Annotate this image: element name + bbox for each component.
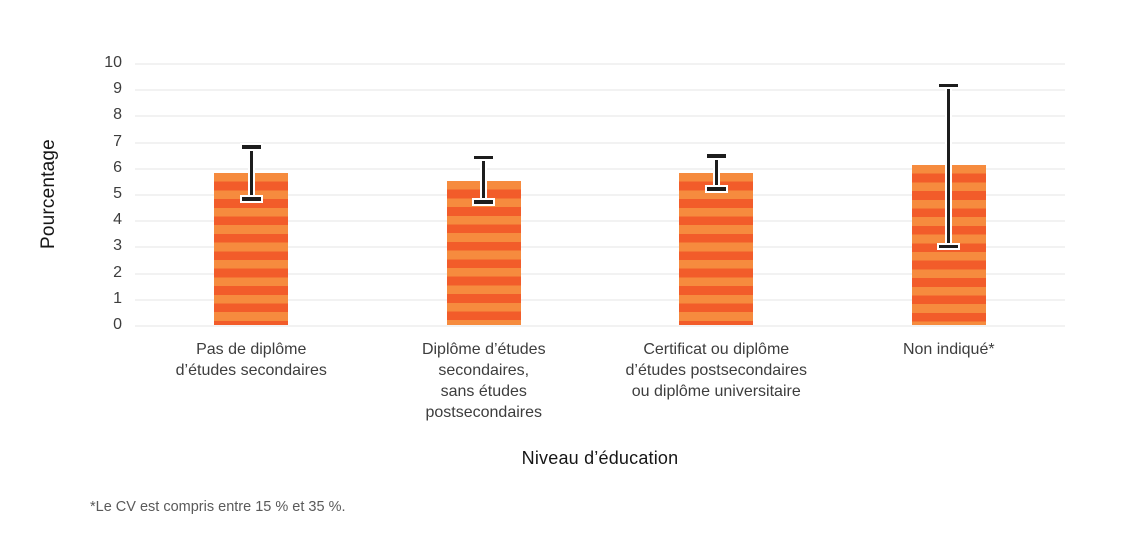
error-bar-cap-top bbox=[939, 83, 959, 88]
gridline bbox=[135, 246, 1065, 248]
error-bar-line bbox=[714, 156, 718, 189]
error-bar-cap-bottom bbox=[241, 197, 261, 201]
error-bar-cap-top bbox=[474, 155, 494, 160]
error-bar-cap-bottom bbox=[706, 187, 726, 191]
gridline bbox=[135, 299, 1065, 301]
y-tick-label: 9 bbox=[113, 80, 122, 98]
y-tick-label: 7 bbox=[113, 132, 122, 150]
y-tick-label: 10 bbox=[104, 54, 122, 71]
error-bar-cap-bottom bbox=[939, 244, 959, 249]
x-axis-title: Niveau d’éducation bbox=[521, 448, 679, 468]
gridline bbox=[135, 115, 1065, 117]
y-tick-label: 0 bbox=[113, 316, 122, 333]
gridline bbox=[135, 89, 1065, 91]
x-category-label: Pas de diplôme d’études secondaires bbox=[175, 341, 327, 379]
bar bbox=[679, 173, 754, 325]
y-tick-label: 2 bbox=[113, 263, 122, 281]
plot-area bbox=[135, 63, 1065, 327]
gridline bbox=[135, 273, 1065, 275]
error-bar-cap-top bbox=[706, 154, 726, 158]
error-bar-cap-bottom bbox=[474, 200, 494, 204]
y-axis-ticks: 0 1 2 3 4 5 6 7 8 9 10 bbox=[0, 55, 122, 333]
gridline bbox=[135, 220, 1065, 222]
error-bar-line bbox=[482, 157, 486, 202]
error-bar-line bbox=[249, 146, 253, 200]
x-category-label: Diplôme d’études secondaires, sans étude… bbox=[421, 341, 546, 421]
y-tick-label: 6 bbox=[113, 158, 122, 176]
y-tick-label: 4 bbox=[113, 211, 122, 229]
y-tick-label: 3 bbox=[113, 237, 122, 255]
x-category-label: Certificat ou diplôme d’études postsecon… bbox=[625, 341, 807, 400]
gridline bbox=[135, 63, 1065, 65]
y-tick-label: 8 bbox=[113, 106, 122, 124]
y-tick-label: 1 bbox=[113, 289, 122, 307]
x-category-label: Non indiqué* bbox=[902, 341, 995, 358]
gridline bbox=[135, 142, 1065, 144]
gridline bbox=[135, 194, 1065, 196]
footnote: *Le CV est compris entre 15 % et 35 %. bbox=[90, 499, 346, 515]
error-bar-line bbox=[947, 85, 951, 247]
gridline bbox=[135, 325, 1065, 327]
gridline bbox=[135, 168, 1065, 170]
error-bar-cap-top bbox=[241, 145, 261, 149]
bar bbox=[446, 180, 521, 325]
y-tick-label: 5 bbox=[113, 185, 122, 202]
x-axis-category-labels: Pas de diplôme d’études secondaires Diplô… bbox=[135, 339, 1065, 423]
